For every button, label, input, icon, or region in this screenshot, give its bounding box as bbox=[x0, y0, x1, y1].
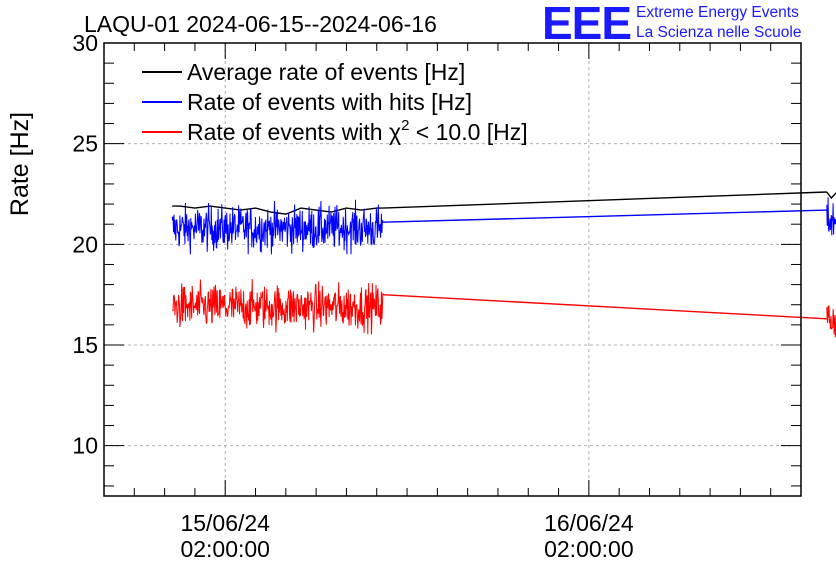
legend-label: Rate of events with hits [Hz] bbox=[187, 89, 472, 115]
y-axis-label: Rate [Hz] bbox=[6, 112, 34, 216]
axis-ticks bbox=[103, 42, 802, 496]
x-tick-date-label: 16/06/24 bbox=[544, 510, 634, 536]
series-3-line bbox=[382, 294, 827, 320]
chart-title: LAQU-01 2024-06-15--2024-06-16 bbox=[84, 11, 437, 37]
series-1-line bbox=[382, 191, 827, 209]
series-2 bbox=[171, 197, 836, 255]
series-3-noise-block bbox=[826, 305, 836, 338]
y-tick-label: 15 bbox=[72, 332, 98, 358]
x-tick-time-label: 02:00:00 bbox=[180, 536, 270, 562]
y-tick-labels: 10 15 20 25 30 bbox=[72, 30, 98, 459]
series-2-noise-block bbox=[171, 199, 384, 255]
logo-line-1: Extreme Energy Events bbox=[636, 4, 799, 21]
series-layer bbox=[171, 191, 836, 338]
y-tick-label: 25 bbox=[72, 131, 98, 157]
series-2-noise-block bbox=[826, 197, 836, 236]
x-tick-date-label: 15/06/24 bbox=[180, 510, 270, 536]
eee-logo: EEE bbox=[542, 0, 632, 49]
legend: Average rate of events [Hz] Rate of event… bbox=[142, 59, 528, 145]
y-tick-label: 10 bbox=[72, 433, 98, 459]
series-1 bbox=[172, 191, 836, 215]
x-tick-time-label: 02:00:00 bbox=[544, 536, 634, 562]
series-1-line bbox=[172, 205, 383, 215]
legend-label: Rate of events with χ2 < 10.0 [Hz] bbox=[187, 117, 528, 145]
series-2-line bbox=[382, 209, 827, 223]
series-3-noise-block bbox=[171, 278, 384, 335]
logo-line-2: La Scienza nelle Scuole bbox=[636, 24, 802, 41]
plot-frame bbox=[103, 42, 802, 497]
series-1-line bbox=[826, 191, 836, 200]
y-tick-label: 30 bbox=[72, 30, 98, 56]
legend-label: Average rate of events [Hz] bbox=[187, 59, 465, 85]
y-tick-label: 20 bbox=[72, 231, 98, 257]
series-3 bbox=[171, 278, 836, 338]
